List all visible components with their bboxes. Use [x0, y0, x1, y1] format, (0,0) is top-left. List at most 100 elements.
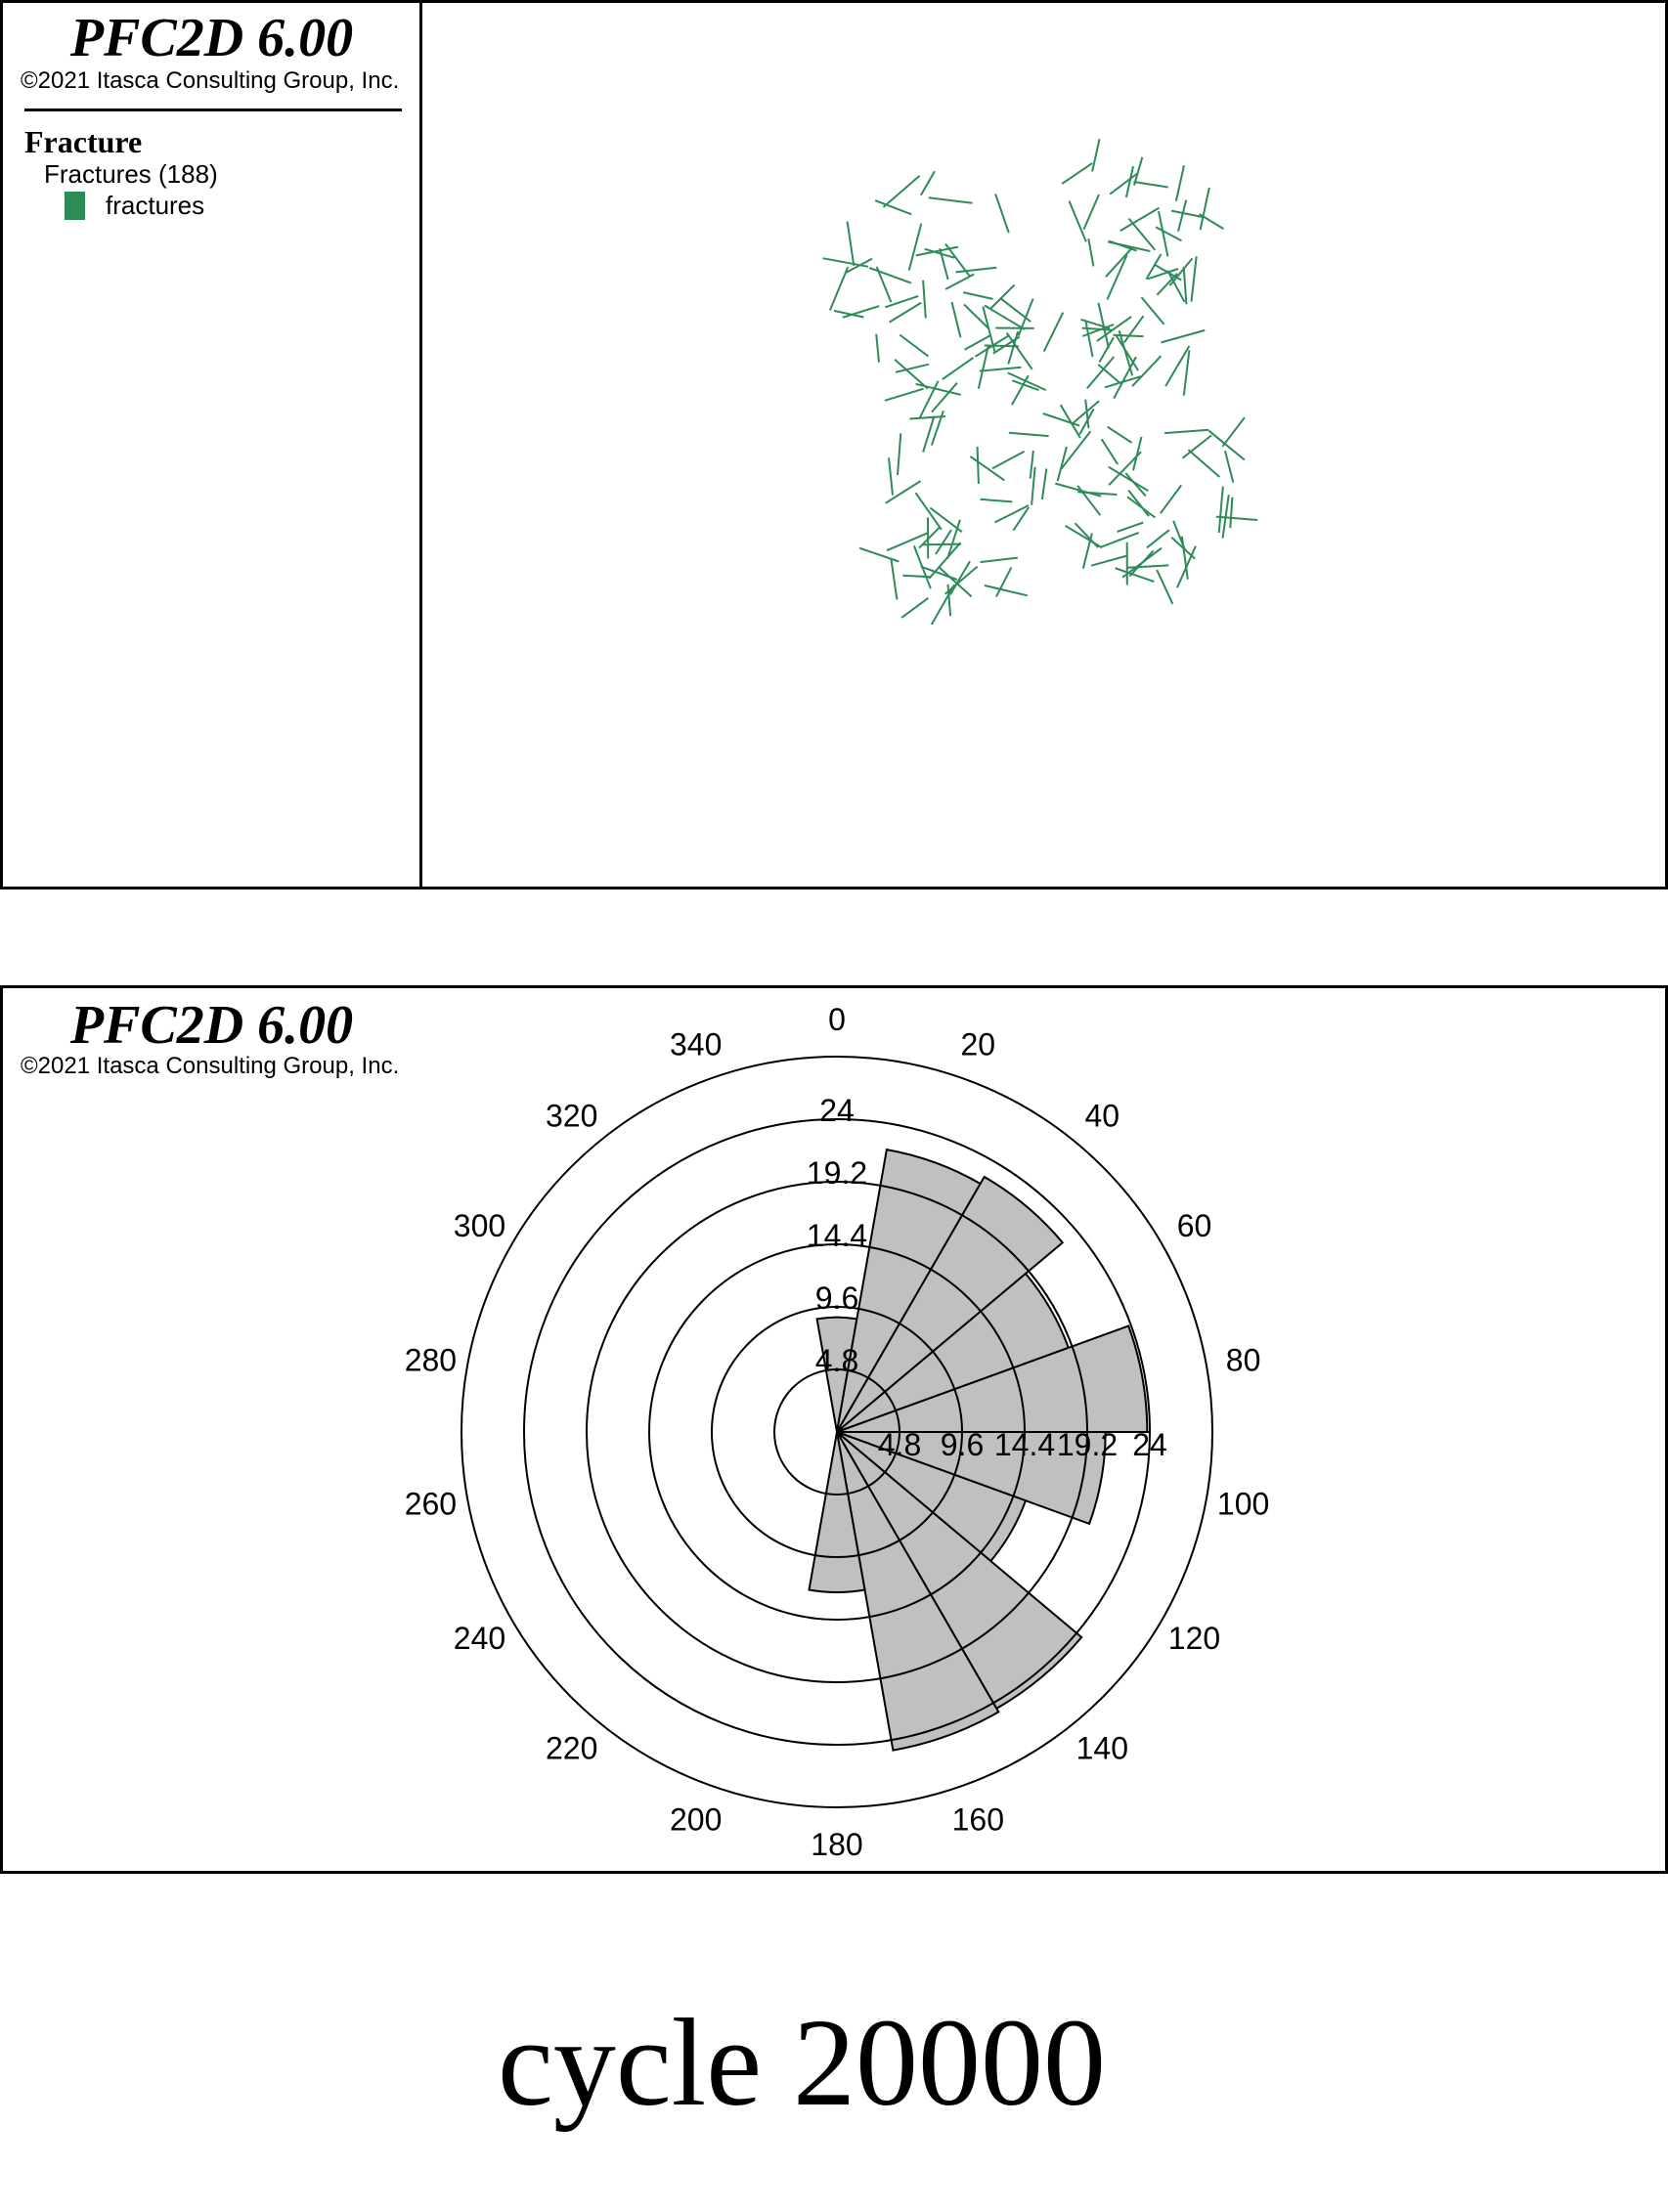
fracture-segment [915, 245, 959, 257]
fracture-segment [980, 498, 1013, 503]
fracture-segment [822, 257, 869, 268]
fracture-view [822, 138, 1258, 626]
fracture-segment [1190, 256, 1198, 302]
fracture-segment [1074, 522, 1099, 548]
fracture-segment [984, 584, 1029, 597]
fracture-segment [928, 196, 973, 204]
angle-tick-label: 160 [952, 1802, 1004, 1838]
radial-tick-label: 24 [1132, 1427, 1167, 1462]
fracture-segment [918, 527, 941, 549]
fracture-segment [1180, 536, 1189, 580]
fracture-segment [1217, 486, 1224, 534]
fracture-segment [944, 273, 975, 290]
panel-divider [419, 3, 422, 887]
fracture-segment [1182, 266, 1188, 305]
fracture-segment [946, 519, 961, 559]
fracture-segment [922, 280, 927, 319]
fracture-segment [1070, 400, 1100, 426]
fracture-segment [920, 170, 936, 196]
fracture-segment [899, 333, 930, 358]
angle-tick-label: 100 [1217, 1486, 1269, 1521]
fracture-segment [1117, 521, 1144, 533]
fracture-segment [889, 301, 922, 324]
angle-tick-label: 320 [546, 1099, 597, 1134]
fracture-segment [1007, 330, 1020, 365]
fracture-segment [1176, 545, 1197, 588]
fracture-segment [929, 506, 963, 533]
fracture-segment [1097, 302, 1110, 349]
fracture-segment [1087, 239, 1095, 267]
fracture-plot-panel: PFC2D 6.00 ©2021 Itasca Consulting Group… [0, 0, 1668, 889]
fracture-segment [1133, 181, 1168, 189]
fracture-segment [1224, 450, 1235, 483]
fracture-segment [1199, 213, 1224, 230]
angle-tick-label: 240 [454, 1621, 505, 1656]
copyright: ©2021 Itasca Consulting Group, Inc. [21, 1053, 400, 1079]
radial-tick-label: 4.8 [815, 1343, 858, 1378]
fracture-segment [1132, 436, 1143, 471]
fracture-segment [1086, 356, 1116, 390]
radial-tick-label: 14.4 [994, 1427, 1055, 1462]
fracture-segment [1055, 482, 1102, 498]
fracture-segment [1107, 425, 1133, 444]
fracture-segment [944, 242, 971, 277]
fracture-segment [1109, 172, 1139, 195]
fracture-segment [875, 333, 880, 363]
fracture-segment [888, 457, 894, 496]
fracture-segment [915, 382, 961, 396]
angle-tick-label: 180 [811, 1827, 862, 1862]
fracture-segment [984, 304, 1026, 330]
fracture-segment [1177, 199, 1188, 232]
fracture-segment [1011, 374, 1030, 406]
radial-tick-label: 14.4 [807, 1218, 867, 1253]
fracture-segment [1084, 321, 1094, 358]
fracture-segment [1042, 312, 1065, 353]
fracture-segment [994, 194, 1010, 234]
legend-swatch [65, 192, 85, 220]
fracture-segment [1118, 329, 1134, 376]
fracture-segment [928, 542, 962, 580]
fracture-segment [1199, 187, 1210, 231]
fracture-segment [1127, 489, 1150, 517]
brand-title: PFC2D 6.00 [69, 995, 354, 1056]
fracture-segment [1108, 465, 1150, 493]
fracture-segment [931, 382, 958, 413]
fracture-segment [1012, 506, 1030, 532]
fracture-segment [1078, 408, 1095, 435]
fracture-segment [1104, 375, 1141, 389]
fracture-segment [930, 584, 955, 626]
fracture-segment [1160, 484, 1183, 514]
fracture-segment [1156, 569, 1174, 605]
fracture-segment [1156, 273, 1178, 296]
fracture-segment [1140, 296, 1165, 325]
fracture-segment [907, 223, 923, 271]
fracture-segment [909, 415, 946, 420]
angle-tick-label: 0 [828, 1002, 846, 1037]
fracture-segment [833, 309, 864, 319]
fracture-segment [1100, 438, 1119, 465]
fracture-segment [1068, 200, 1087, 242]
fracture-segment [1146, 529, 1170, 549]
fracture-segment [964, 334, 991, 351]
cycle-caption: cycle 20000 [498, 1993, 1106, 2132]
angle-tick-label: 120 [1168, 1621, 1220, 1656]
fracture-segment [1164, 345, 1191, 387]
fracture-segment [1098, 336, 1115, 363]
fracture-segment [1166, 270, 1186, 303]
fracture-segment [1017, 298, 1034, 336]
fracture-segment [1229, 497, 1234, 529]
fracture-segment [1056, 446, 1068, 482]
fracture-segment [1042, 412, 1080, 427]
fracture-segment [1182, 350, 1191, 396]
fracture-segment [1008, 431, 1049, 438]
fracture-segment [948, 560, 971, 596]
angle-tick-label: 280 [405, 1343, 457, 1378]
fracture-segment [895, 363, 930, 373]
fracture-segment [1168, 257, 1194, 286]
angle-tick-label: 140 [1076, 1730, 1128, 1765]
fracture-segment [1105, 246, 1134, 278]
fracture-segment [1113, 333, 1144, 338]
fracture-segment [944, 565, 979, 595]
fracture-segment [974, 334, 1010, 358]
fracture-segment [1106, 254, 1128, 300]
